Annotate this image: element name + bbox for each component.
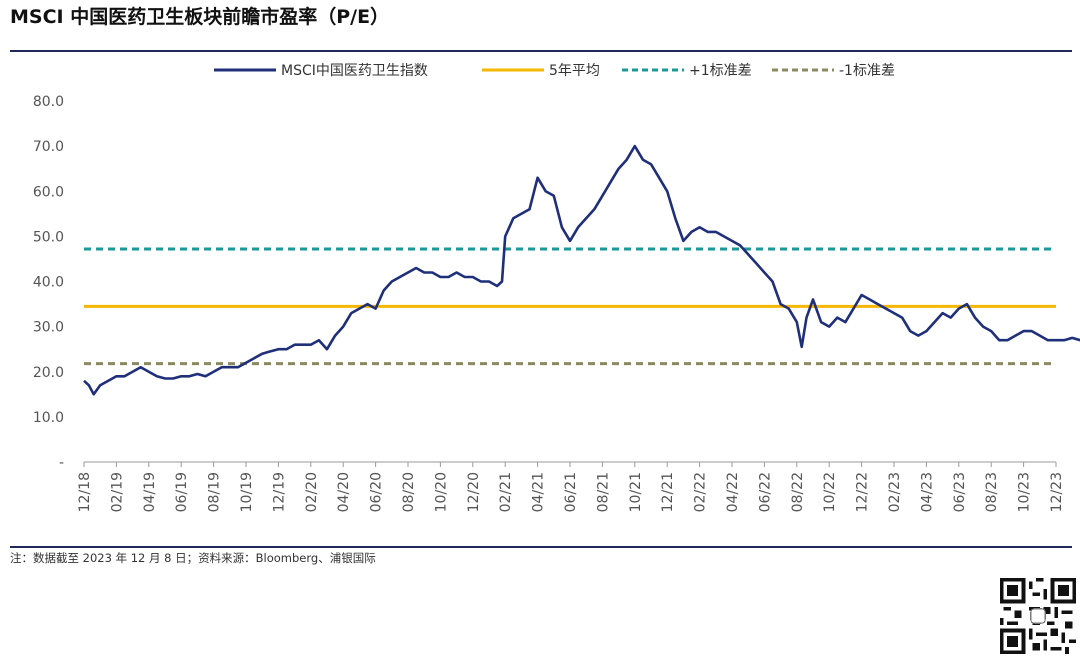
x-tick-label: 08/21 — [595, 472, 611, 512]
index-pe-line — [83, 144, 1080, 396]
x-tick-label: 04/23 — [919, 472, 935, 512]
y-tick-label: 20.0 — [33, 365, 64, 381]
qr-code-icon — [1000, 578, 1076, 654]
x-tick-label: 12/19 — [271, 472, 287, 512]
legend-item: -1标准差 — [772, 63, 895, 79]
x-tick-label: 02/20 — [304, 472, 320, 512]
x-tick-label: 12/22 — [855, 472, 871, 512]
y-tick-label: 40.0 — [33, 275, 64, 291]
legend: MSCI中国医药卫生指数 5年平均 +1标准差 -1标准差 — [214, 63, 895, 79]
x-tick-label: 08/19 — [207, 472, 223, 512]
x-tick-label: 06/21 — [563, 472, 579, 512]
x-tick-label: 08/23 — [984, 472, 1000, 512]
x-tick-label: 10/23 — [1017, 472, 1033, 512]
chart-title: MSCI 中国医药卫生板块前瞻市盈率（P/E） — [10, 6, 390, 28]
x-tick-label: 02/23 — [887, 472, 903, 512]
x-tick-label: 08/22 — [790, 472, 806, 512]
y-axis: - 10.0 20.0 30.0 40.0 50.0 60.0 70.0 80.0 — [33, 94, 64, 471]
x-tick-label: 02/21 — [498, 472, 514, 512]
x-tick-label: 12/21 — [660, 472, 676, 512]
pe-chart: MSCI中国医药卫生指数 5年平均 +1标准差 -1标准差 - 10.0 20.0 30.0… — [33, 63, 1080, 512]
x-tick-label: 10/20 — [433, 472, 449, 512]
bottom-rule — [10, 546, 1072, 548]
footnote: 注：数据截至 2023 年 12 月 8 日；资料来源：Bloomberg、浦银… — [10, 551, 376, 565]
x-tick-label: 06/22 — [757, 472, 773, 512]
top-rule — [10, 50, 1072, 52]
legend-item: 5年平均 — [482, 63, 600, 79]
legend-label: 5年平均 — [549, 63, 600, 79]
x-tick-label: 04/20 — [336, 472, 352, 512]
x-tick-label: 04/19 — [142, 472, 158, 512]
legend-item: +1标准差 — [622, 63, 752, 79]
y-tick-label: 80.0 — [33, 94, 64, 110]
x-tick-label: 10/19 — [239, 472, 255, 512]
x-tick-label: 12/18 — [77, 472, 93, 512]
x-tick-label: 04/21 — [531, 472, 547, 512]
x-tick-label: 08/20 — [401, 472, 417, 512]
x-tick-label: 06/19 — [174, 472, 190, 512]
x-tick-label: 02/22 — [693, 472, 709, 512]
legend-label: -1标准差 — [839, 63, 895, 79]
x-tick-label: 06/23 — [952, 472, 968, 512]
y-tick-label: 50.0 — [33, 229, 64, 245]
x-tick-label: 06/20 — [369, 472, 385, 512]
y-tick-label: - — [59, 455, 64, 471]
reference-lines — [84, 247, 1056, 366]
x-tick-label: 10/21 — [628, 472, 644, 512]
x-axis: 12/18 02/19 04/19 06/19 08/19 10/19 12/19 02/20… — [77, 461, 1065, 512]
x-tick-label: 10/22 — [822, 472, 838, 512]
legend-label: MSCI中国医药卫生指数 — [281, 63, 428, 79]
legend-label: +1标准差 — [689, 63, 752, 79]
y-tick-label: 60.0 — [33, 184, 64, 200]
series-lines — [83, 144, 1080, 396]
x-tick-label: 02/19 — [109, 472, 125, 512]
y-tick-label: 70.0 — [33, 139, 64, 155]
y-tick-label: 10.0 — [33, 410, 64, 426]
x-tick-label: 04/22 — [725, 472, 741, 512]
legend-item: MSCI中国医药卫生指数 — [214, 63, 428, 79]
y-tick-label: 30.0 — [33, 320, 64, 336]
x-tick-label: 12/20 — [466, 472, 482, 512]
x-tick-label: 12/23 — [1049, 472, 1065, 512]
